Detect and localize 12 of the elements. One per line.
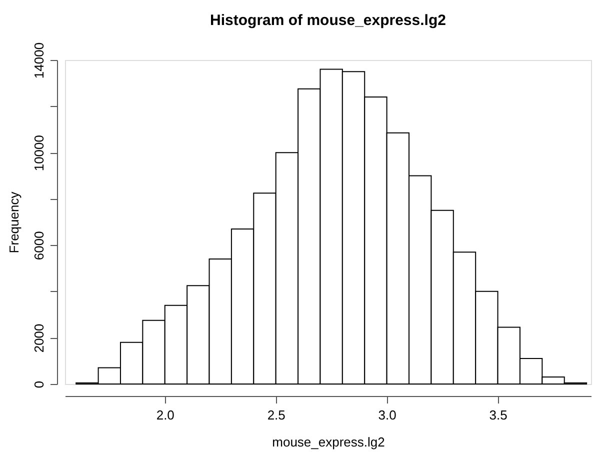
x-tick-label: 2.0 [156,408,174,422]
y-tick-label: 6000 [32,231,46,260]
x-tick-label: 3.0 [378,408,396,422]
y-tick-label: 0 [32,380,46,388]
y-tick-label: 10000 [32,134,46,172]
y-tick-label: 14000 [32,42,46,79]
x-tick-label: 3.5 [489,408,508,422]
x-axis-title: mouse_express.lg2 [272,434,385,450]
y-tick-label: 2000 [32,324,46,353]
chart-title: Histogram of mouse_express.lg2 [210,12,446,29]
x-tick-label: 2.5 [267,408,286,422]
y-axis-title: Frequency [6,191,22,254]
